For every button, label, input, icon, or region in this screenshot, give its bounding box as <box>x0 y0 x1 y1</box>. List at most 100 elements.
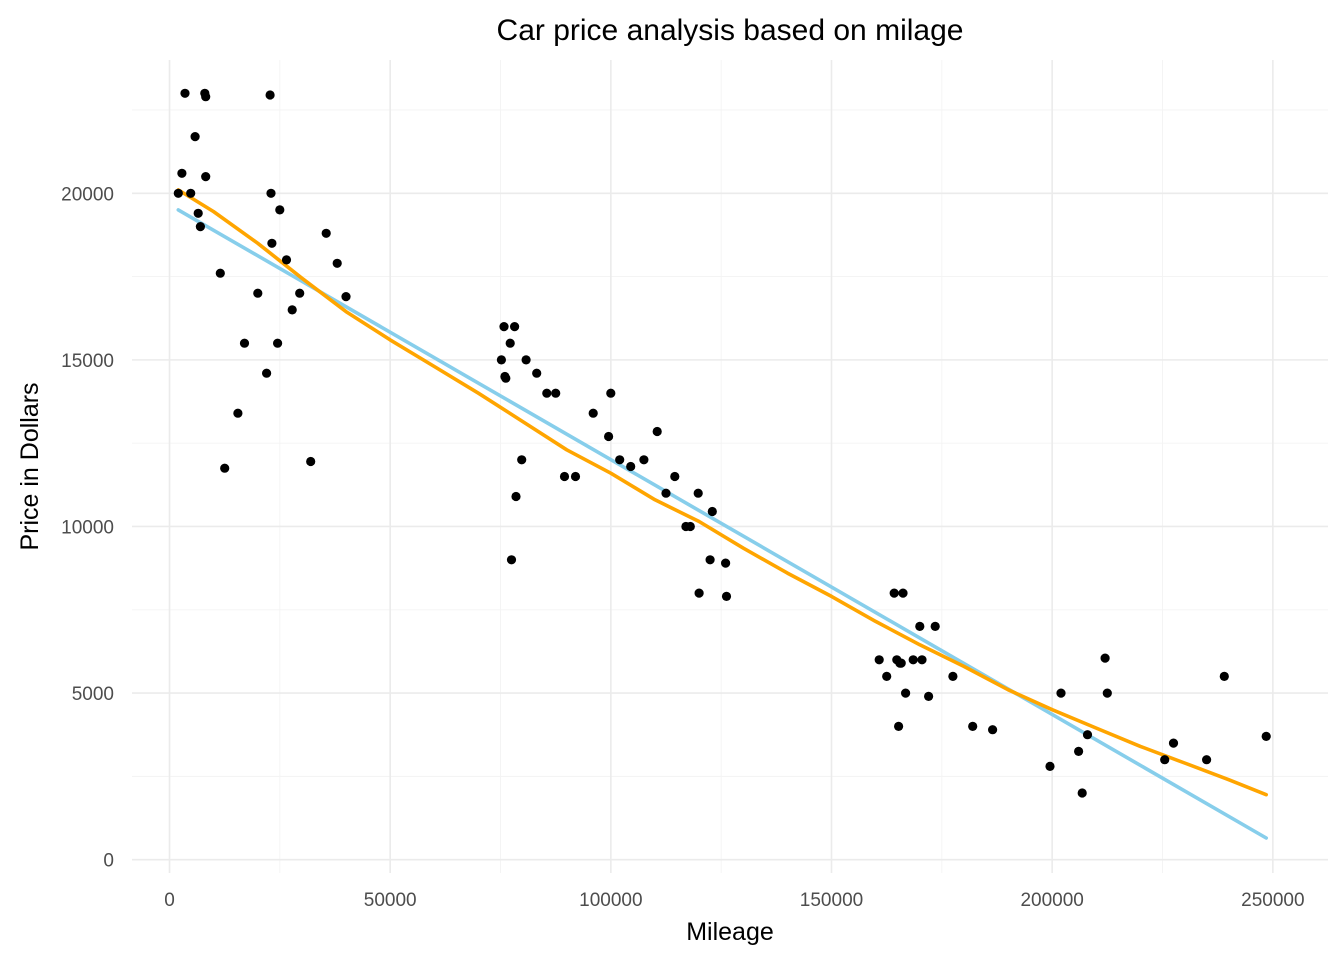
data-point <box>1100 653 1110 663</box>
data-point <box>1082 730 1093 740</box>
data-point <box>509 322 520 332</box>
y-tick-label: 20000 <box>61 184 114 205</box>
data-point <box>874 655 884 665</box>
data-point <box>1056 688 1066 698</box>
data-point <box>1202 755 1212 765</box>
data-point <box>588 408 598 418</box>
data-point <box>551 388 561 398</box>
data-point <box>496 355 506 365</box>
data-point <box>275 205 285 215</box>
data-point <box>501 373 511 383</box>
data-point <box>896 658 906 668</box>
y-tick-label: 0 <box>103 851 114 872</box>
data-point <box>306 456 316 467</box>
x-tick-label: 0 <box>164 890 175 911</box>
data-point <box>180 88 190 98</box>
data-point <box>917 655 927 665</box>
x-axis-ticks: 0 50000 100000 150000 200000 250000 <box>164 890 1304 911</box>
data-point <box>186 188 196 198</box>
data-point <box>233 408 243 418</box>
grid <box>132 60 1328 873</box>
data-point <box>1077 788 1087 798</box>
x-tick-label: 100000 <box>579 890 642 911</box>
data-point <box>521 355 531 365</box>
data-point <box>889 588 899 598</box>
data-point <box>341 292 351 302</box>
data-point <box>506 555 517 565</box>
data-point <box>1045 761 1055 772</box>
x-tick-label: 250000 <box>1241 890 1304 911</box>
data-point <box>1261 731 1271 742</box>
data-point <box>1102 688 1112 698</box>
data-point <box>604 431 614 442</box>
data-point <box>499 322 509 332</box>
data-point <box>542 388 552 398</box>
y-axis-ticks: 0 5000 10000 15000 20000 <box>61 184 114 871</box>
y-axis-title: Price in Dollars <box>16 382 44 550</box>
data-point <box>652 426 662 437</box>
x-tick-label: 50000 <box>364 890 417 911</box>
data-point <box>177 168 187 178</box>
data-point <box>626 461 636 472</box>
data-point <box>295 288 305 298</box>
data-point <box>559 471 570 482</box>
data-point <box>924 691 934 702</box>
data-point <box>201 172 211 182</box>
data-point <box>707 506 717 517</box>
data-point <box>287 305 297 315</box>
data-point <box>253 288 263 298</box>
data-point <box>511 491 521 502</box>
data-point <box>670 471 680 482</box>
data-point <box>1074 746 1084 757</box>
x-tick-label: 200000 <box>1020 890 1083 911</box>
data-point <box>606 388 616 398</box>
fit-lines <box>176 188 1268 840</box>
data-point <box>1168 738 1179 748</box>
y-tick-label: 5000 <box>72 684 114 705</box>
data-point <box>693 488 703 498</box>
data-point <box>908 655 918 665</box>
data-point <box>215 268 225 278</box>
data-point <box>266 188 276 198</box>
data-point <box>898 588 908 598</box>
data-point <box>615 455 625 465</box>
data-point <box>639 455 649 465</box>
chart-title: Car price analysis based on milage <box>497 14 964 47</box>
data-point <box>694 588 704 598</box>
data-point <box>661 488 671 498</box>
data-point <box>570 471 581 482</box>
data-point <box>517 455 527 465</box>
data-point <box>265 90 275 100</box>
data-point <box>532 368 542 378</box>
data-point <box>505 338 515 348</box>
x-tick-label: 150000 <box>800 890 863 911</box>
data-point <box>988 725 998 735</box>
data-point <box>273 338 283 348</box>
data-point <box>721 558 731 568</box>
data-point <box>195 222 205 232</box>
data-point <box>721 591 732 602</box>
data-point <box>201 92 211 102</box>
data-point <box>705 555 715 565</box>
data-point <box>220 463 230 473</box>
data-point <box>930 621 940 632</box>
smooth-fit-line <box>176 188 1268 797</box>
data-point <box>882 671 892 682</box>
data-point <box>901 688 911 698</box>
linear-fit-line <box>176 208 1268 840</box>
data-point <box>173 188 183 198</box>
data-point <box>281 255 292 265</box>
data-points <box>173 88 1271 798</box>
data-point <box>968 721 978 732</box>
data-point <box>685 521 695 532</box>
y-tick-label: 10000 <box>61 517 114 538</box>
data-point <box>239 338 250 348</box>
data-point <box>1160 755 1170 765</box>
x-axis-title: Mileage <box>686 918 774 946</box>
y-tick-label: 15000 <box>61 351 114 372</box>
data-point <box>267 238 277 248</box>
data-point <box>193 208 203 218</box>
data-point <box>332 258 342 268</box>
data-point <box>894 721 904 732</box>
